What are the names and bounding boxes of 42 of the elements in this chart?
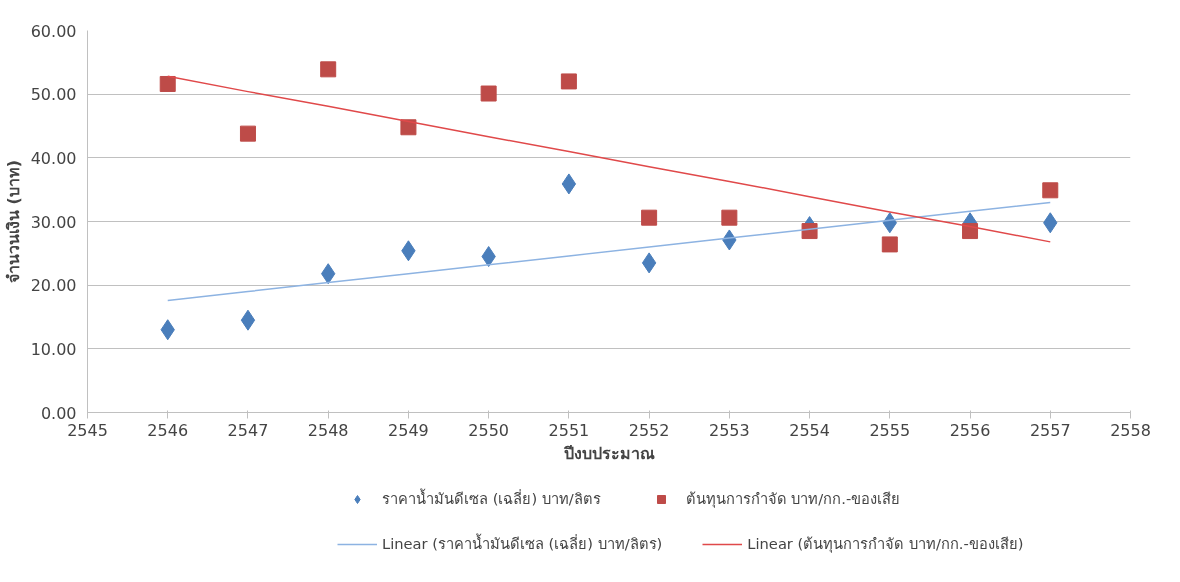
point [560, 73, 577, 90]
y-tick-label: 40.00 [30, 148, 77, 168]
x-axis-title: ปีงบประมาณ [562, 443, 655, 463]
x-tick-label: 2548 [307, 420, 349, 440]
y-tick-label: 50.00 [30, 85, 77, 105]
legend-label: ราคาน้ำมันดีเซล (เฉลี่ย) บาท/ลิตร [382, 487, 601, 509]
y-tick-label: 10.00 [30, 339, 77, 359]
x-tick-label: 2554 [789, 420, 830, 440]
point [320, 61, 337, 78]
x-tick-label: 2555 [869, 420, 911, 440]
x-tick-label: 2558 [1110, 420, 1151, 440]
point [159, 75, 176, 92]
x-tick-label: 2549 [388, 420, 429, 440]
x-tick-label: 2552 [628, 420, 670, 440]
x-tick-label: 2553 [708, 420, 750, 440]
y-axis-title: จำนวนเงิน (บาท) [3, 159, 23, 284]
x-tick-label: 2550 [468, 420, 510, 440]
y-tick-label: 0.00 [40, 403, 77, 423]
y-tick-label: 30.00 [30, 212, 77, 232]
point [240, 309, 256, 331]
x-tick-label: 2557 [1029, 420, 1071, 440]
legend-label: Linear (ราคาน้ำมันดีเซล (เฉลี่ย) บาท/ลิตร) [382, 532, 663, 554]
x-tick-label: 2547 [227, 420, 269, 440]
point [480, 85, 497, 102]
point [881, 236, 898, 253]
point [239, 125, 256, 142]
point [721, 209, 738, 226]
x-tick-label: 2556 [949, 420, 991, 440]
line-series [166, 201, 1052, 302]
legend-label: ต้นทุนการกำจัด บาท/กก.-ของเสีย [685, 489, 901, 510]
x-tick-label: 2551 [548, 420, 590, 440]
point [1042, 182, 1059, 199]
point [561, 173, 577, 195]
legend-label: Linear (ต้นทุนการกำจัด บาท/กก.-ของเสีย) [747, 534, 1024, 555]
x-tick-label: 2545 [67, 420, 108, 440]
y-tick-label: 20.00 [30, 276, 77, 296]
x-tick-label: 2546 [147, 420, 189, 440]
point [641, 209, 658, 226]
y-tick-label: 60.00 [30, 21, 77, 41]
point [801, 223, 818, 240]
point [400, 119, 417, 136]
point [641, 252, 657, 274]
